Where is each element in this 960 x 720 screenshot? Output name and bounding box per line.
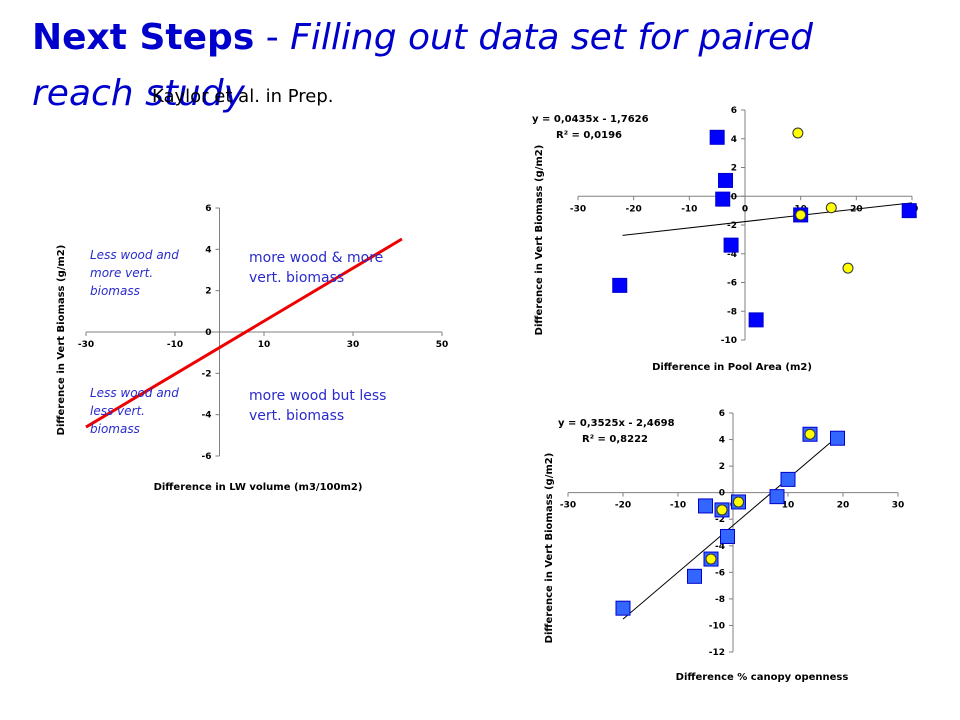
y-tick-label: -8 — [727, 307, 737, 317]
x-tick-label: -10 — [681, 204, 697, 214]
y-tick-label: 2 — [731, 164, 737, 174]
data-point-square — [615, 600, 631, 616]
x-tick-label: -20 — [615, 501, 631, 511]
y-tick-label: -12 — [709, 648, 725, 658]
y-tick-label: -10 — [721, 336, 737, 346]
r-squared-label: R² = 0,0196 — [556, 130, 622, 141]
data-point-circle — [825, 202, 837, 214]
data-point-circle — [716, 504, 728, 516]
y-tick-label: -2 — [202, 369, 212, 379]
quadrant-label-top-left: biomass — [90, 284, 140, 298]
y-tick-label: 0 — [719, 489, 725, 499]
x-tick-label: -20 — [626, 204, 642, 214]
y-tick-label: 2 — [205, 287, 211, 297]
data-point-square — [612, 277, 628, 293]
data-point-square — [769, 489, 785, 505]
x-tick-label: -30 — [78, 340, 94, 350]
trendline — [622, 202, 913, 236]
data-point-circle — [705, 553, 717, 565]
x-tick-label: 10 — [782, 501, 795, 511]
r-squared-label: R² = 0,8222 — [582, 434, 648, 445]
x-axis-title: Difference in Pool Area (m2) — [652, 362, 812, 373]
quadrant-label-top-left: Less wood and — [90, 248, 179, 262]
x-tick-label: -10 — [670, 501, 686, 511]
trendline-equation: y = 0,0435x - 1,7626 — [532, 114, 649, 125]
data-point-circle — [733, 496, 744, 508]
y-tick-label: 4 — [205, 245, 211, 255]
y-tick-label: 4 — [719, 436, 725, 446]
x-tick-label: 30 — [892, 501, 905, 511]
y-tick-label: -4 — [202, 411, 212, 421]
x-tick-label: -10 — [167, 340, 183, 350]
data-point-circle — [795, 209, 807, 221]
chart-lw: -30 -10 10 30 50 -6 -4 -2 0 2 4 6 Difference in LW v… — [56, 204, 448, 493]
y-tick-label: 6 — [205, 204, 211, 214]
y-tick-label: 0 — [731, 192, 737, 202]
y-tick-label: -6 — [715, 568, 725, 578]
y-tick-label: -8 — [715, 595, 725, 605]
y-tick-label: -2 — [715, 515, 725, 525]
data-point-square — [715, 191, 731, 207]
data-point-square — [723, 237, 739, 253]
x-axis-title: Difference in LW volume (m3/100m2) — [154, 482, 363, 493]
x-tick-label: -30 — [570, 204, 586, 214]
data-point-circle — [842, 262, 854, 274]
data-point-circle — [804, 428, 816, 440]
y-tick-label: 0 — [205, 328, 211, 338]
y-tick-label: -4 — [727, 250, 737, 260]
y-tick-label: 4 — [731, 135, 737, 145]
data-point-square — [830, 430, 845, 446]
chart-pool: -30-20-100102030-10-8-6-4-20246Differenc… — [532, 106, 918, 373]
data-point-square — [901, 203, 917, 219]
quadrant-label-top-left: more vert. — [90, 266, 153, 280]
trendline-equation: y = 0,3525x - 2,4698 — [558, 418, 675, 429]
x-axis-title: Difference % canopy openness — [676, 672, 849, 683]
quadrant-label-bottom-left: Less wood and — [90, 386, 179, 400]
slide-title: Next Steps - Filling out data set for pa… — [32, 10, 912, 122]
y-axis-title: Difference in Vert Biomass (g/m2) — [534, 145, 545, 336]
x-tick-label: -30 — [560, 501, 576, 511]
data-point-square — [748, 312, 764, 328]
y-tick-label: 6 — [731, 106, 737, 116]
data-point-circle — [792, 127, 804, 139]
x-tick-label: 30 — [347, 340, 360, 350]
x-tick-label: 50 — [436, 340, 449, 350]
quadrant-label-bottom-right: vert. biomass — [249, 408, 344, 424]
x-tick-label: 0 — [742, 204, 748, 214]
citation: Kaylor et al. in Prep. — [152, 86, 334, 107]
y-tick-label: 2 — [719, 462, 725, 472]
y-tick-label: -10 — [709, 621, 725, 631]
data-point-square — [780, 471, 796, 487]
y-axis-title: Difference in Vert Biomass (g/m2) — [56, 245, 67, 436]
trendline — [622, 436, 838, 620]
y-tick-label: -4 — [715, 542, 725, 552]
title-bold-part: Next Steps — [32, 17, 255, 58]
quadrant-label-bottom-left: less vert. — [90, 404, 145, 418]
trend-line-red — [85, 237, 403, 429]
data-point-square — [709, 129, 725, 145]
quadrant-label-top-right: more wood & more — [249, 250, 383, 266]
quadrant-label-bottom-left: biomass — [90, 422, 140, 436]
y-tick-label: -6 — [202, 452, 212, 462]
chart-canopy: -30-20-100102030-12-10-8-6-4-20246Differ… — [544, 409, 904, 683]
y-tick-label: -2 — [727, 221, 737, 231]
data-point-square — [698, 498, 713, 514]
quadrant-label-bottom-right: more wood but less — [249, 388, 386, 404]
data-point-square — [687, 568, 702, 584]
title-separator: - — [254, 17, 291, 58]
y-axis-title: Difference in Vert Biomass (g/m2) — [544, 453, 555, 644]
quadrant-label-top-right: vert. biomass — [249, 270, 344, 286]
y-tick-label: -6 — [727, 279, 737, 289]
y-tick-label: 6 — [719, 409, 725, 419]
data-point-square — [718, 172, 734, 188]
x-tick-label: 20 — [837, 501, 850, 511]
title-italic-part: Filling out data set for paired reach st… — [32, 17, 814, 114]
data-point-square — [720, 528, 735, 544]
x-tick-label: 10 — [258, 340, 271, 350]
